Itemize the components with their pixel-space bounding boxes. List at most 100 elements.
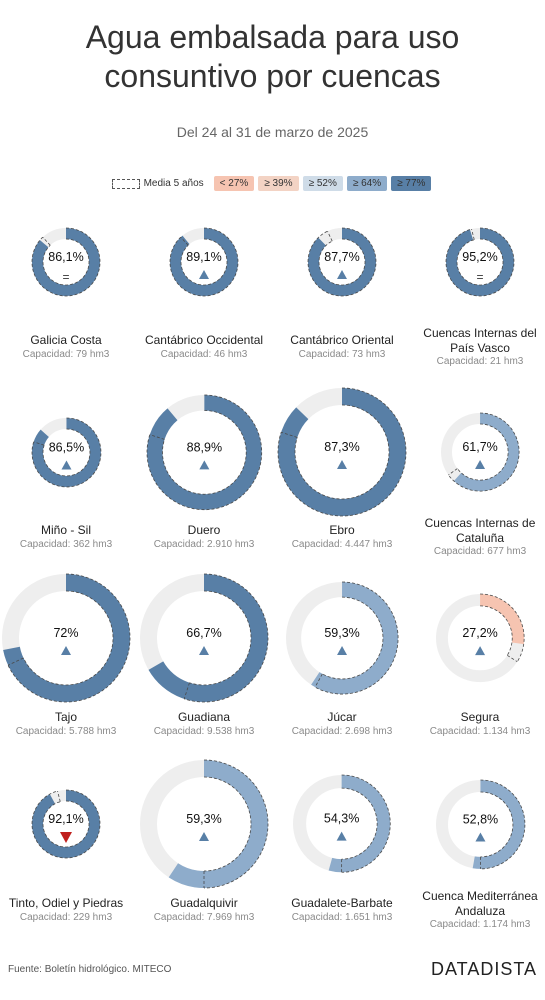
donut-average-outline — [161, 409, 247, 495]
donut-value-arc — [329, 775, 391, 873]
donut-13: 59,3% — [140, 759, 269, 889]
donut-value-label: 86,1% — [48, 250, 83, 264]
chart-title: Agua embalsada para uso consuntivo por c… — [0, 18, 545, 96]
donut-average-outline — [294, 404, 390, 500]
donut-average-outline — [31, 417, 101, 487]
donut-average-outline — [341, 788, 378, 860]
basin-name: Cantábrico Oriental — [290, 333, 394, 347]
donut-5: 88,9% — [146, 394, 262, 510]
donut-value-arc — [146, 394, 262, 510]
basin-name: Galicia Costa — [30, 333, 102, 347]
donut-9: 66,7% — [140, 573, 269, 703]
basin-name: Guadalquivir — [170, 896, 238, 910]
donut-2: 87,7% — [307, 227, 377, 297]
legend-item-ge52: ≥ 52% — [302, 176, 343, 191]
donut-average-outline — [314, 581, 399, 695]
basin-capacity: Capacidad: 79 hm3 — [22, 349, 110, 360]
donut-average-cap — [471, 228, 475, 240]
donut-average-outline — [203, 776, 252, 872]
donut-value-arc — [148, 574, 268, 702]
donut-11: 27,2% — [435, 593, 525, 683]
donut-average-outline — [479, 593, 525, 662]
donut-average-outline — [448, 412, 520, 492]
donut-average-cap — [314, 673, 323, 688]
basin-name: Miño - Sil — [40, 523, 91, 537]
trend-up-icon — [61, 646, 71, 655]
donut-value-arc — [453, 412, 520, 492]
trend-up-icon — [199, 270, 209, 279]
donut-average-outline — [456, 423, 509, 481]
donut-7: 61,7% — [440, 412, 520, 492]
donut-average-outline — [277, 387, 407, 517]
donut-value-label: 54,3% — [324, 812, 359, 826]
donut-value-arc — [32, 790, 100, 858]
donut-12: 92,1% — [31, 789, 101, 859]
donut-value-label: 27,2% — [462, 626, 497, 640]
donut-value-label: 72% — [53, 626, 78, 640]
donut-value-label: 59,3% — [186, 812, 221, 826]
donut-value-label: 92,1% — [48, 812, 83, 826]
donut-average-outline — [31, 789, 101, 859]
donut-14: 54,3% — [293, 774, 391, 874]
basin-name: Ebro — [329, 523, 355, 537]
donut-value-arc — [479, 593, 525, 645]
basin-capacity: Capacidad: 4.447 hm3 — [291, 539, 393, 550]
trend-up-icon — [474, 645, 485, 655]
donut-average-cap — [183, 682, 190, 699]
trend-equal-icon: = — [62, 270, 69, 284]
donut-average-cap — [42, 236, 51, 246]
donut-average-cap — [327, 231, 333, 242]
trend-up-icon — [337, 270, 347, 279]
donut-4: 86,5% — [31, 417, 101, 487]
donut-average-outline — [23, 590, 114, 686]
donut-value-arc — [31, 417, 101, 487]
donut-10: 59,3% — [285, 581, 399, 695]
donut-8: 72% — [2, 573, 131, 703]
donut-average-outline — [456, 238, 504, 286]
donut-average-cap — [33, 440, 44, 446]
trend-up-icon — [474, 459, 485, 469]
legend-average: Media 5 años — [111, 178, 204, 189]
basin-name: Duero — [187, 523, 221, 537]
basin-capacity: Capacidad: 73 hm3 — [298, 349, 386, 360]
donut-average-cap — [281, 431, 298, 438]
donut-average-outline — [445, 227, 515, 297]
basin-name: Segura — [460, 710, 500, 724]
legend-average-swatch — [111, 178, 140, 189]
basin-capacity: Capacidad: 677 hm3 — [433, 546, 527, 557]
source-note: Fuente: Boletín hidrológico. MITECO — [8, 964, 172, 975]
chart-title-line2: consuntivo por cuencas — [104, 58, 441, 94]
trend-up-icon — [474, 831, 485, 841]
trend-equal-icon: = — [476, 270, 483, 284]
basin-name: Guadiana — [177, 710, 231, 724]
legend-item-ge77: ≥ 77% — [391, 176, 432, 191]
trend-up-icon — [336, 645, 347, 655]
basin-capacity: Capacidad: 7.969 hm3 — [153, 912, 255, 923]
basin-capacity: Capacidad: 2.910 hm3 — [153, 539, 255, 550]
basin-capacity: Capacidad: 1.174 hm3 — [429, 919, 531, 930]
donut-average-cap — [506, 654, 518, 662]
donut-value-label: 59,3% — [324, 626, 359, 640]
donut-3: 95,2% = — [445, 227, 515, 297]
basin-capacity: Capacidad: 9.538 hm3 — [153, 726, 255, 737]
donut-value-arc — [168, 760, 268, 888]
donut-average-outline — [479, 605, 513, 656]
donut-value-label: 89,1% — [186, 250, 221, 264]
basin-capacity: Capacidad: 46 hm3 — [160, 349, 248, 360]
donut-value-arc — [32, 228, 100, 296]
donut-value-arc — [278, 388, 406, 516]
basin-capacity: Capacidad: 5.788 hm3 — [15, 726, 117, 737]
basin-name: Cantábrico Occidental — [144, 333, 264, 347]
donut-average-outline — [42, 428, 90, 476]
basin-name: Guadalete-Barbate — [291, 896, 393, 910]
donut-value-arc — [308, 228, 376, 296]
donut-average-outline — [7, 573, 131, 703]
basin-name: Júcar — [327, 710, 357, 724]
basin-capacity: Capacidad: 362 hm3 — [19, 539, 113, 550]
basin-capacity: Capacidad: 21 hm3 — [436, 356, 524, 367]
donut-value-arc — [472, 779, 525, 869]
donut-0: 86,1% = — [31, 227, 101, 297]
donut-value-arc — [3, 574, 130, 702]
trend-up-icon — [199, 646, 209, 655]
